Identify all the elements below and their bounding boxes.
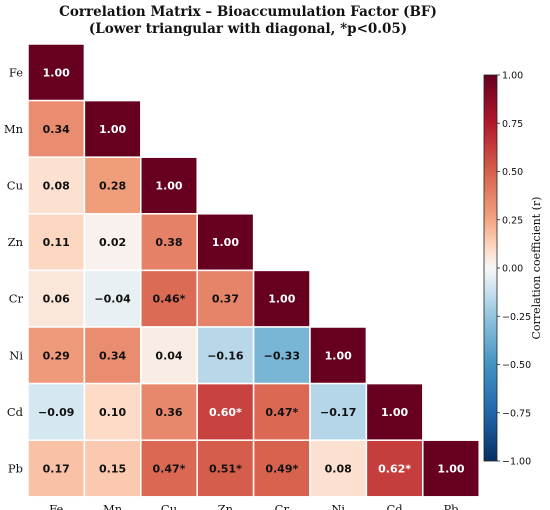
cell-value-label: 0.47* [265,406,298,419]
heatmap-cell-pb-cd [365,439,424,498]
x-tick-label: Ni [331,502,345,510]
heatmap-cell-ni-mn [83,326,142,385]
heatmap-cell-cr-mn [83,269,142,328]
cell-value-label: 1.00 [437,463,464,476]
heatmap-cell-pb-pb [422,439,480,498]
cell-value-label: 0.17 [43,463,70,476]
heatmap-cells: 1.00 0.34 1.00 0.08 0.28 1.00 0.11 0.02 0.38 1.00… [27,43,480,498]
x-tick-label: Zn [218,502,234,510]
cell-value-label: 0.02 [99,236,126,249]
heatmap-cell-ni-zn [196,326,255,385]
cell-value-label: 0.08 [43,180,70,193]
heatmap-cell-cu-cu [140,156,198,215]
cell-value-label: 0.36 [155,406,182,419]
cell-value-label: 0.62* [378,463,411,476]
cell-value-label: 1.00 [43,66,70,79]
cell-value-label: −0.33 [264,349,300,362]
cell-value-label: 0.29 [43,349,70,362]
cell-value-label: −0.09 [38,406,74,419]
x-tick-label: Cr [275,502,290,510]
cell-value-label: 0.11 [43,236,70,249]
cell-value-label: 0.34 [43,123,70,136]
y-tick-label: Cd [7,405,24,419]
colorbar [483,74,498,462]
colorbar-tick-label: −0.25 [502,312,531,323]
heatmap-cell-pb-cu [140,439,198,498]
cell-value-label: 0.46* [153,293,186,306]
colorbar-tick-label: 0.75 [502,119,523,130]
y-tick-label: Zn [8,235,24,249]
heatmap-cell-cd-ni [309,382,368,441]
colorbar-tick-label: −0.75 [502,408,531,419]
cell-value-label: 0.06 [43,293,70,306]
heatmap-cell-zn-zn [196,213,255,272]
y-tick-labels: Fe Mn Cu Zn Cr Ni Cd Pb [4,65,24,475]
chart-subtitle: (Lower triangular with diagonal, *p<0.05… [89,21,407,37]
cell-value-label: 0.10 [99,406,126,419]
cell-value-label: 0.49* [265,463,298,476]
y-tick-label: Ni [9,348,23,362]
cell-value-label: 0.34 [99,349,126,362]
cell-value-label: 0.47* [153,463,186,476]
x-tick-label: Cd [387,502,404,510]
cell-value-label: −0.17 [320,406,356,419]
heatmap-cell-ni-cr [252,326,311,385]
cell-value-label: −0.04 [94,293,131,306]
heatmap-cell-cd-mn [83,382,142,441]
heatmap-cell-zn-mn [83,213,142,272]
y-tick-label: Fe [9,65,23,79]
x-tick-label: Cu [161,502,177,510]
heatmap-cell-cd-fe [27,382,86,441]
cell-value-label: 1.00 [325,349,352,362]
y-tick-label: Mn [4,122,24,136]
cell-value-label: 0.37 [212,293,239,306]
colorbar-ticks: 1.00 0.75 0.50 0.25 0.00 −0.25 −0.50 −0.75 −1.00 [497,71,531,468]
cell-value-label: 0.60* [209,406,242,419]
heatmap-cell-cd-cd [365,382,424,441]
heatmap-cell-mn-fe [27,99,86,158]
x-tick-labels: Fe Mn Cu Zn Cr Ni Cd Pb [49,502,458,510]
colorbar-tick-label: 1.00 [502,71,523,82]
cell-value-label: 0.04 [155,349,182,362]
cell-value-label: 1.00 [99,123,126,136]
x-tick-label: Mn [103,502,123,510]
heatmap-cell-cr-zn [196,269,255,328]
x-tick-label: Pb [443,502,458,510]
cell-value-label: −0.16 [207,349,244,362]
cell-value-label: 1.00 [268,293,295,306]
y-tick-label: Cr [9,292,24,306]
cell-value-label: 0.08 [325,463,352,476]
cell-value-label: 1.00 [155,180,182,193]
y-tick-label: Pb [8,462,23,476]
colorbar-label: Correlation coefficient (r) [530,197,543,340]
heatmap-cell-ni-fe [27,326,86,385]
cell-value-label: 0.15 [99,463,126,476]
heatmap-cell-fe-fe [27,43,86,102]
colorbar-tick-label: 0.50 [502,167,523,178]
heatmap-cell-ni-ni [309,326,368,385]
cell-value-label: 0.51* [209,463,242,476]
colorbar-tick-label: −0.50 [502,360,531,371]
cell-value-label: 0.38 [155,236,182,249]
colorbar-tick-label: 0.25 [502,215,523,226]
y-tick-label: Cu [7,179,23,193]
colorbar-tick-label: −1.00 [502,457,531,468]
cell-value-label: 1.00 [381,406,408,419]
colorbar-tick-label: 0.00 [502,264,523,275]
cell-value-label: 1.00 [212,236,239,249]
cell-value-label: 0.28 [99,180,126,193]
heatmap-cell-pb-fe [27,439,86,498]
heatmap-cell-pb-ni [309,439,368,498]
chart-title: Correlation Matrix – Bioaccumulation Fac… [59,4,437,20]
x-tick-label: Fe [49,502,63,510]
heatmap-cell-ni-cu [140,326,198,385]
